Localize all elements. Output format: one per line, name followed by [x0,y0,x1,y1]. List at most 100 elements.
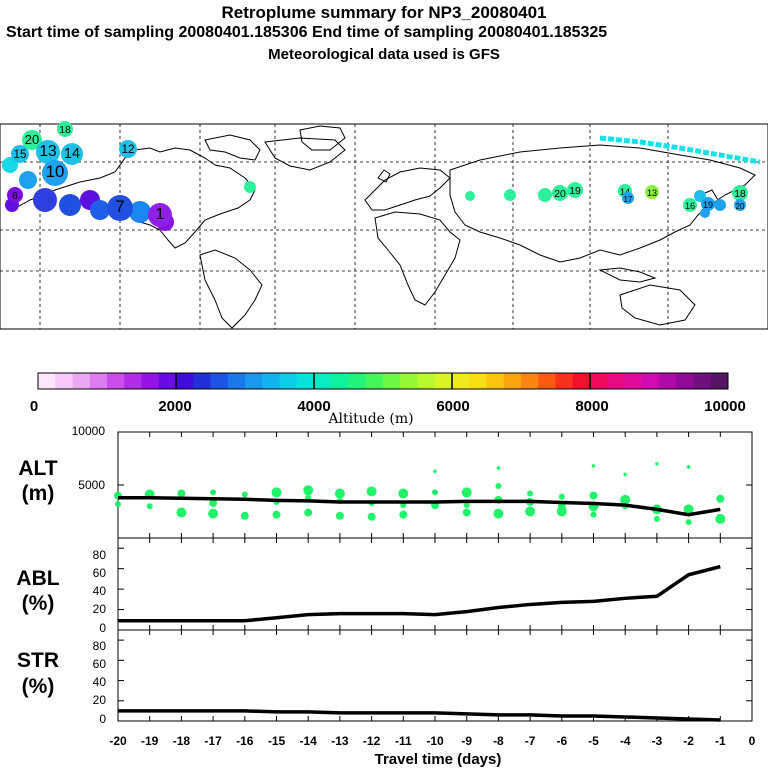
plume-blob [714,199,726,211]
plume-blob [33,188,57,212]
alt-scatter-point [366,486,377,497]
plume-blob [2,157,18,173]
x-tick-label: -20 [109,734,127,748]
abl-ytick-0: 0 [99,621,106,635]
colorbar-swatch [279,373,298,389]
colorbar-swatch [572,373,591,389]
colorbar-swatch [262,373,280,389]
colorbar-frame [37,372,729,390]
alt-scatter-point [589,491,598,500]
str-ytick-60: 60 [93,657,107,671]
plume-blob [538,188,552,202]
plume-marker [645,185,659,199]
colorbar-swatch [296,373,315,389]
colorbar-swatch [89,373,108,389]
colorbar-swatch [38,373,56,389]
colorbar-swatch [607,373,625,389]
abl-ytick-20: 20 [93,602,107,616]
colorbar-swatch [193,373,211,389]
series-line [118,564,721,623]
plume-day-label: 14 [64,146,80,162]
plume-marker [148,203,172,227]
alt-scatter-point [620,494,631,505]
colorbar-swatch [158,373,177,389]
colorbar-swatch [503,373,522,389]
alt-scatter-point [335,511,344,520]
plume-marker [683,198,697,212]
alt-scatter-point [176,507,187,518]
alt-ytick-10000: 10000 [72,424,106,438]
plume-marker [42,160,68,186]
alt-scatter-point [303,485,314,496]
plume-marker [119,140,137,158]
plume-day-label: 7 [115,197,124,216]
colorbar-swatch [245,373,263,389]
plume-blob [59,194,81,216]
colorbar-swatch [486,373,505,389]
x-tick-label: -7 [525,734,536,748]
colorbar-swatch [624,373,643,389]
alt-scatter-point [655,462,659,466]
plume-day-label: 20 [554,189,566,200]
alt-ytick-5000: 5000 [78,478,105,492]
colorbar-swatch [452,373,470,389]
plume-blob [504,189,516,201]
plume-marker [732,185,748,201]
colorbar-swatch [383,373,401,389]
colorbar-swatch [107,373,125,389]
series-line [118,495,721,517]
colorbar-tick-2000: 2000 [158,398,191,415]
abl-ytick-60: 60 [93,566,107,580]
colorbar-swatch [659,373,677,389]
colorbar-tick-8000: 8000 [575,398,608,415]
alt-scatter-point [241,491,248,498]
plume-day-label: 17 [624,195,633,204]
alt-label: ALT [18,457,57,480]
alt-scatter-point [240,511,249,520]
x-tick-label: -9 [461,734,472,748]
x-tick-label: -16 [236,734,254,748]
alt-scatter-point [556,506,567,517]
plume-marker [622,192,634,204]
colorbar-swatch [227,373,246,389]
chart-title: Retroplume summary for NP3_20080401 [221,3,547,22]
alt-scatter-point [623,472,627,477]
str-ytick-80: 80 [93,639,107,653]
alt-scatter-point [210,489,217,496]
colorbar-swatch [365,373,384,389]
colorbar-swatch [314,373,332,389]
x-tick-label: -15 [268,734,286,748]
plume-day-label: 15 [13,148,27,161]
x-tick-label: -5 [588,734,599,748]
colorbar-swatch [331,373,349,389]
x-tick-label: -11 [395,734,412,748]
str-label: STR [17,649,59,672]
x-tick-label: -4 [620,734,631,748]
colorbar-swatch [521,373,539,389]
plume-marker [567,182,583,198]
alt-scatter-point [493,508,504,519]
abl-unit: (%) [22,592,55,615]
abl-ytick-40: 40 [93,584,107,598]
alt-scatter-point [686,465,691,469]
plume-marker [107,195,133,221]
plume-day-label: 12 [121,143,134,156]
colorbar-tick-10000: 10000 [704,398,746,415]
alt-scatter-point [653,515,660,522]
x-tick-label: -18 [173,734,191,748]
alt-scatter-point [304,508,313,517]
plume-marker [36,140,60,164]
met-data-note: Meteorological data used is GFS [268,46,500,63]
alt-scatter-point [463,502,470,509]
alt-scatter-point [683,504,694,515]
colorbar-swatch [469,373,487,389]
plume-day-label: 20 [25,132,39,147]
str-unit: (%) [22,675,55,698]
x-tick-label: -19 [141,734,159,748]
abl-label: ABL [16,567,59,590]
alt-scatter-point [716,494,725,503]
plume-day-label: 20 [736,202,745,211]
plume-track [599,135,761,165]
abl-ytick-80: 80 [93,548,107,562]
